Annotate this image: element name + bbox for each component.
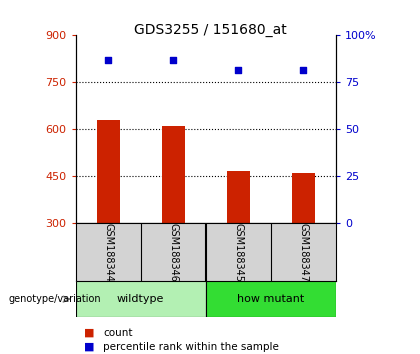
Bar [206, 281, 336, 317]
Point [235, 67, 242, 73]
Point [170, 57, 177, 63]
Text: ■: ■ [84, 342, 94, 352]
Bar [292, 173, 315, 223]
Point [300, 67, 307, 73]
Bar [97, 120, 120, 223]
Bar [162, 126, 185, 223]
Text: how mutant: how mutant [237, 294, 304, 304]
Bar [76, 281, 206, 317]
Bar [227, 171, 250, 223]
Point [105, 57, 112, 63]
Text: percentile rank within the sample: percentile rank within the sample [103, 342, 279, 352]
Text: GSM188346: GSM188346 [168, 223, 178, 282]
Text: wildtype: wildtype [117, 294, 164, 304]
Text: genotype/variation: genotype/variation [8, 294, 101, 304]
Text: ■: ■ [84, 328, 94, 338]
Text: GSM188345: GSM188345 [234, 223, 243, 282]
Text: count: count [103, 328, 132, 338]
Text: GSM188347: GSM188347 [299, 223, 308, 282]
Text: GSM188344: GSM188344 [103, 223, 113, 282]
Text: GDS3255 / 151680_at: GDS3255 / 151680_at [134, 23, 286, 37]
